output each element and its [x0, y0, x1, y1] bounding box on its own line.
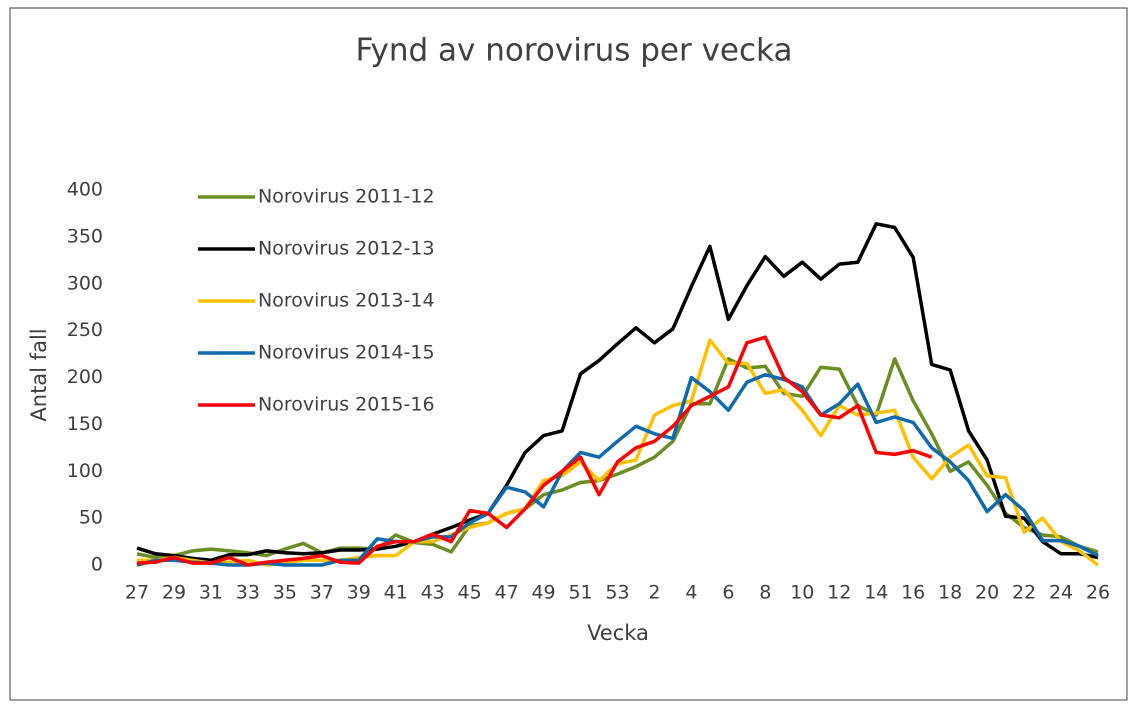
x-tick-label: 49	[531, 582, 555, 604]
y-tick-label: 300	[67, 272, 103, 294]
y-tick-label: 100	[67, 460, 103, 482]
x-tick-label: 39	[347, 582, 371, 604]
x-axis-title: Vecka	[587, 621, 649, 645]
x-tick-label: 2	[648, 582, 660, 604]
y-tick-label: 200	[67, 366, 103, 388]
x-tick-label: 12	[827, 582, 851, 604]
x-tick-label: 37	[310, 582, 334, 604]
x-tick-label: 29	[162, 582, 186, 604]
y-tick-label: 350	[67, 225, 103, 247]
x-tick-label: 33	[236, 582, 260, 604]
x-tick-label: 6	[722, 582, 734, 604]
x-tick-label: 16	[901, 582, 925, 604]
x-tick-label: 51	[568, 582, 592, 604]
x-tick-label: 53	[605, 582, 629, 604]
x-tick-label: 20	[975, 582, 999, 604]
x-tick-label: 43	[421, 582, 445, 604]
y-tick-label: 150	[67, 413, 103, 435]
x-tick-label: 41	[384, 582, 408, 604]
y-axis-title: Antal fall	[27, 328, 51, 421]
legend-label: Norovirus 2015-16	[258, 394, 435, 416]
x-tick-label: 10	[790, 582, 814, 604]
x-tick-label: 4	[685, 582, 697, 604]
x-tick-label: 47	[495, 582, 519, 604]
x-tick-label: 26	[1086, 582, 1110, 604]
legend-label: Norovirus 2013-14	[258, 290, 435, 312]
series-line	[136, 222, 1099, 563]
x-tick-label: 24	[1049, 582, 1073, 604]
series-line	[136, 335, 933, 567]
x-tick-label: 18	[938, 582, 962, 604]
x-tick-label: 14	[864, 582, 888, 604]
y-tick-label: 400	[67, 179, 103, 201]
legend-label: Norovirus 2014-15	[258, 342, 435, 364]
chart-frame	[9, 7, 1128, 701]
x-tick-label: 27	[125, 582, 149, 604]
x-tick-label: 45	[458, 582, 482, 604]
legend-label: Norovirus 2012-13	[258, 238, 435, 260]
x-tick-label: 31	[199, 582, 223, 604]
series-line	[136, 357, 1099, 560]
series-line	[136, 372, 1099, 567]
x-tick-label: 8	[759, 582, 771, 604]
x-tick-label: 22	[1012, 582, 1036, 604]
legend-label: Norovirus 2011-12	[258, 186, 435, 208]
x-tick-label: 35	[273, 582, 297, 604]
y-tick-label: 50	[79, 507, 103, 529]
y-tick-label: 0	[91, 554, 103, 576]
chart-title: Fynd av norovirus per vecka	[356, 33, 793, 69]
y-tick-label: 250	[67, 319, 103, 341]
